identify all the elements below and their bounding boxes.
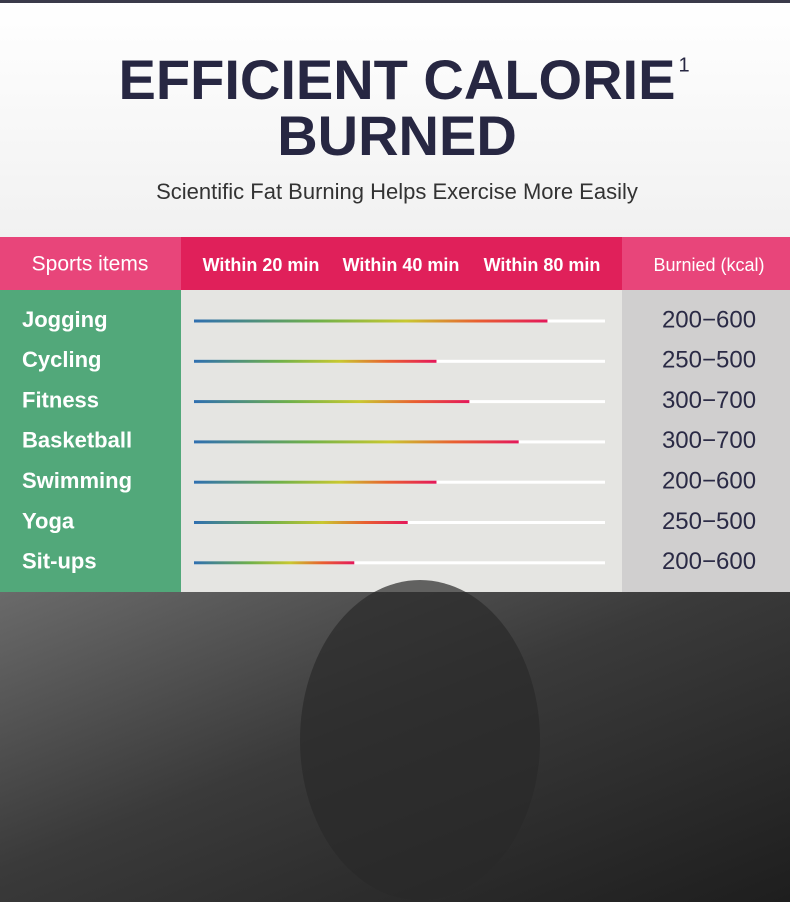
sport-column bbox=[0, 290, 181, 592]
header-cell bbox=[181, 237, 622, 290]
progress-bar bbox=[194, 561, 355, 565]
sport-name: Sit-ups bbox=[22, 549, 97, 574]
progress-track bbox=[194, 561, 605, 565]
progress-bar bbox=[194, 521, 408, 524]
column-header: Sports items bbox=[32, 253, 149, 276]
sport-name: Fitness bbox=[22, 387, 99, 412]
progress-bar bbox=[194, 319, 548, 323]
runner-silhouette bbox=[300, 580, 540, 900]
top-rule bbox=[0, 0, 790, 3]
title-line: EFFICIENT CALORIE bbox=[119, 48, 676, 111]
header-bg bbox=[0, 0, 790, 237]
sport-name: Yoga bbox=[22, 508, 75, 533]
column-header: Within 40 min bbox=[343, 255, 460, 275]
kcal-range: 300−700 bbox=[662, 427, 756, 454]
header-cell bbox=[0, 237, 181, 290]
kcal-range: 200−600 bbox=[662, 306, 756, 333]
kcal-column bbox=[622, 290, 790, 592]
progress-bar bbox=[194, 440, 519, 444]
column-header: Within 20 min bbox=[203, 255, 320, 275]
sport-name: Swimming bbox=[22, 468, 132, 493]
kcal-range: 200−600 bbox=[662, 468, 756, 495]
kcal-range: 300−700 bbox=[662, 387, 756, 414]
sport-name: Jogging bbox=[22, 307, 108, 332]
title-line: BURNED bbox=[277, 104, 517, 167]
progress-bar bbox=[194, 359, 437, 363]
column-header: Within 80 min bbox=[484, 255, 601, 275]
kcal-range: 250−500 bbox=[662, 347, 756, 374]
kcal-range: 250−500 bbox=[662, 508, 756, 535]
title-superscript: 1 bbox=[678, 54, 689, 76]
sport-name: Basketball bbox=[22, 428, 132, 453]
progress-bar bbox=[194, 480, 437, 484]
kcal-range: 200−600 bbox=[662, 548, 756, 575]
header-cell bbox=[622, 237, 790, 290]
subtitle: Scientific Fat Burning Helps Exercise Mo… bbox=[156, 179, 638, 204]
progress-bar bbox=[194, 400, 470, 404]
sport-name: Cycling bbox=[22, 347, 101, 372]
column-header: Burnied (kcal) bbox=[653, 255, 764, 275]
